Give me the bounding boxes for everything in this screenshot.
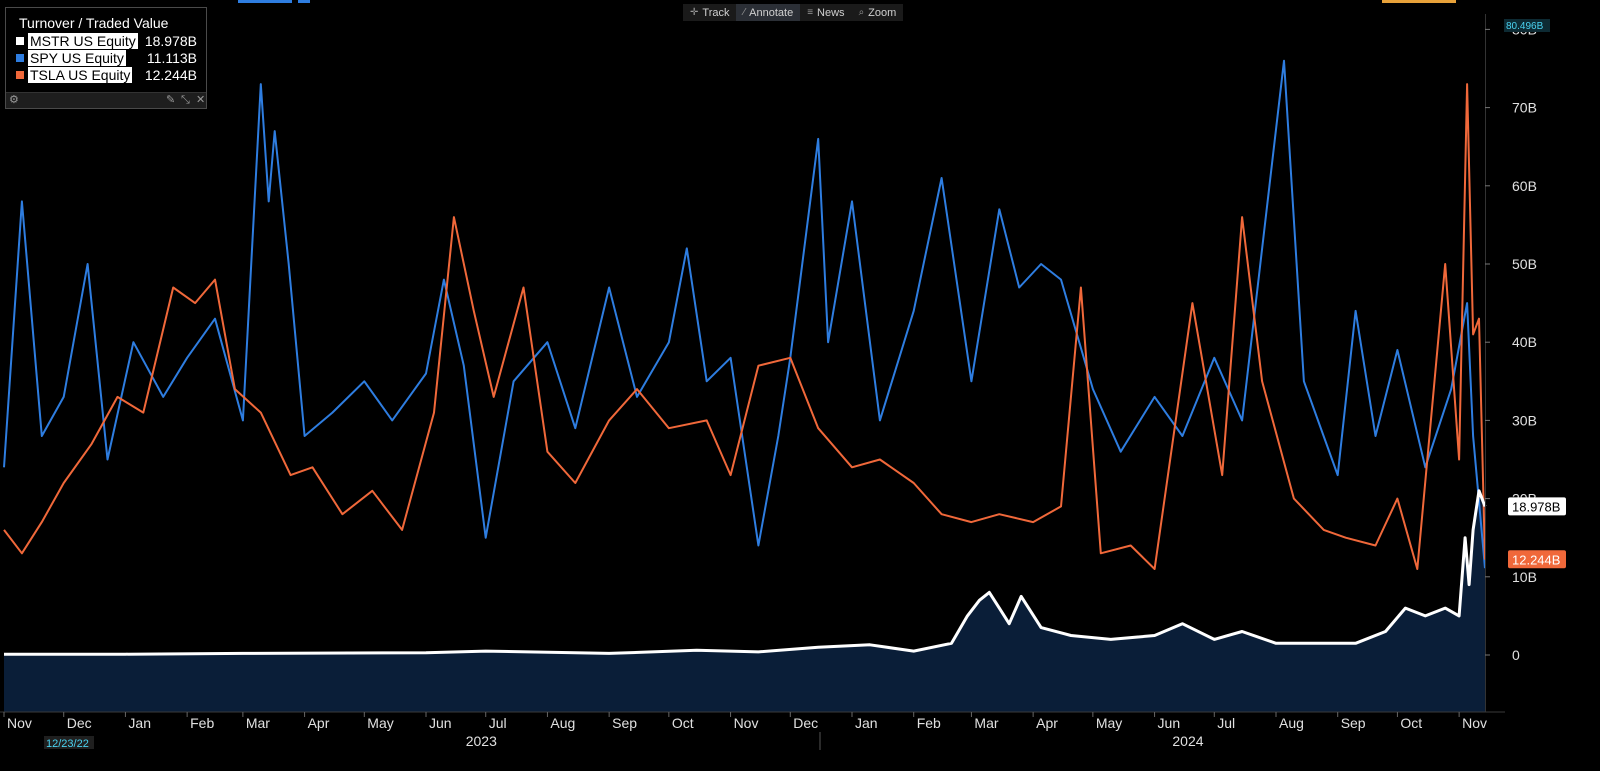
date-badge-label: 12/23/22 xyxy=(46,738,89,750)
y-tick-label: 50B xyxy=(1512,256,1537,272)
legend-title: Turnover / Traded Value xyxy=(19,15,169,31)
close-icon[interactable]: ✕ xyxy=(196,94,206,106)
x-tick-label: Jan xyxy=(855,715,878,731)
top-value-badge xyxy=(1504,19,1550,32)
mstr-series-line xyxy=(4,489,1487,656)
legend-value-mstr: 18.978B xyxy=(144,32,197,49)
tsla-value-badge-label: 12.244B xyxy=(1512,552,1560,567)
top-tab-strip-2[interactable] xyxy=(298,0,310,3)
chart-toolbar: ✛ Track ⁄ Annotate ≡ News ⌕ Zoom xyxy=(683,4,904,21)
y-tick-label: 10B xyxy=(1512,569,1537,585)
x-year-label: 2024 xyxy=(1172,733,1203,749)
pin-icon[interactable]: ✎ xyxy=(166,94,176,106)
mstr-area-layer xyxy=(4,490,1485,712)
x-tick-label: Mar xyxy=(246,715,270,731)
annotate-button[interactable]: ⁄ Annotate xyxy=(736,4,801,21)
x-tick-label: Jul xyxy=(489,715,507,731)
top-tab-strip-3[interactable] xyxy=(1382,0,1456,3)
legend-name-spy: SPY US Equity xyxy=(28,49,126,66)
spy-series-line xyxy=(3,59,1486,569)
x-tick-label: Feb xyxy=(190,715,214,731)
x-tick-label: Jun xyxy=(1158,715,1181,731)
news-icon: ≡ xyxy=(807,7,814,18)
x-year-label: 2023 xyxy=(466,733,497,749)
x-tick-label: Oct xyxy=(1400,715,1422,731)
x-tick-label: Nov xyxy=(734,715,759,731)
x-tick-label: Jul xyxy=(1217,715,1235,731)
x-axis: Nov Dec Jan Feb Mar Apr May Jun Jul Aug Sep Oct Nov D… xyxy=(0,711,1600,771)
series-layer xyxy=(3,59,1487,656)
pencil-icon: ⁄ xyxy=(743,7,746,18)
legend-value-tsla: 12.244B xyxy=(144,66,197,83)
legend-swatch-spy xyxy=(16,53,24,62)
legend-item-spy[interactable]: SPY US Equity 11.113B xyxy=(6,49,206,66)
zoom-label: Zoom xyxy=(868,6,897,19)
crosshair-icon: ✛ xyxy=(690,7,699,18)
mstr-value-badge-label: 18.978B xyxy=(1512,499,1560,514)
zoom-button[interactable]: ⌕ Zoom xyxy=(852,4,904,21)
legend-name-mstr: MSTR US Equity xyxy=(28,32,138,49)
annotate-label: Annotate xyxy=(749,6,794,19)
gear-icon[interactable]: ⚙ xyxy=(9,94,19,106)
news-label: News xyxy=(817,6,845,19)
value-badges: 80.496B 18.978B 12.244B xyxy=(1504,19,1566,569)
legend-footer: ⚙ ✎ ⤡ ✕ xyxy=(6,92,206,108)
legend-item-tsla[interactable]: TSLA US Equity 12.244B xyxy=(6,66,206,83)
x-tick-label: Apr xyxy=(1036,715,1058,731)
legend-value-spy: 11.113B xyxy=(146,49,197,66)
track-button[interactable]: ✛ Track xyxy=(683,4,736,21)
x-tick-label: Oct xyxy=(672,715,694,731)
x-tick-label: Feb xyxy=(917,715,941,731)
x-tick-label: Nov xyxy=(1462,715,1487,731)
tsla-value-badge xyxy=(1508,550,1566,569)
legend-item-mstr[interactable]: MSTR US Equity 18.978B xyxy=(6,32,206,49)
mstr-value-badge xyxy=(1508,497,1566,516)
legend-panel[interactable]: Turnover / Traded Value MSTR US Equity 1… xyxy=(5,7,207,109)
top-tab-strip[interactable] xyxy=(238,0,292,3)
x-tick-label: Aug xyxy=(550,715,575,731)
y-tick-label: 70B xyxy=(1512,100,1537,116)
collapse-icon[interactable]: ⤡ xyxy=(181,94,190,106)
x-tick-label: Dec xyxy=(793,715,818,731)
x-tick-label: Jan xyxy=(128,715,151,731)
date-badge xyxy=(44,736,94,749)
y-tick-label: 0 xyxy=(1512,647,1520,663)
x-tick-label: Aug xyxy=(1279,715,1304,731)
x-tick-label: Sep xyxy=(1341,715,1366,731)
y-tick-label: 30B xyxy=(1512,412,1537,428)
x-tick-label: Mar xyxy=(974,715,998,731)
track-label: Track xyxy=(702,6,730,19)
x-tick-label: Jun xyxy=(429,715,452,731)
y-tick-label: 60B xyxy=(1512,178,1537,194)
y-axis-line xyxy=(1485,14,1486,712)
top-value-badge-label: 80.496B xyxy=(1506,21,1544,32)
legend-swatch-mstr xyxy=(16,36,24,45)
legend-swatch-tsla xyxy=(16,70,24,79)
x-tick-label: Sep xyxy=(612,715,637,731)
legend-name-tsla: TSLA US Equity xyxy=(28,66,133,83)
x-tick-label: May xyxy=(367,715,393,731)
x-tick-label: Nov xyxy=(7,715,32,731)
x-tick-label: May xyxy=(1096,715,1122,731)
x-tick-label: Apr xyxy=(308,715,330,731)
mstr-area-fill xyxy=(4,490,1485,712)
tsla-series-line xyxy=(3,83,1486,570)
x-axis-background xyxy=(0,712,1600,771)
x-tick-label: Dec xyxy=(67,715,92,731)
news-button[interactable]: ≡ News xyxy=(800,4,851,21)
magnifier-icon: ⌕ xyxy=(858,7,865,18)
y-tick-label: 40B xyxy=(1512,334,1537,350)
